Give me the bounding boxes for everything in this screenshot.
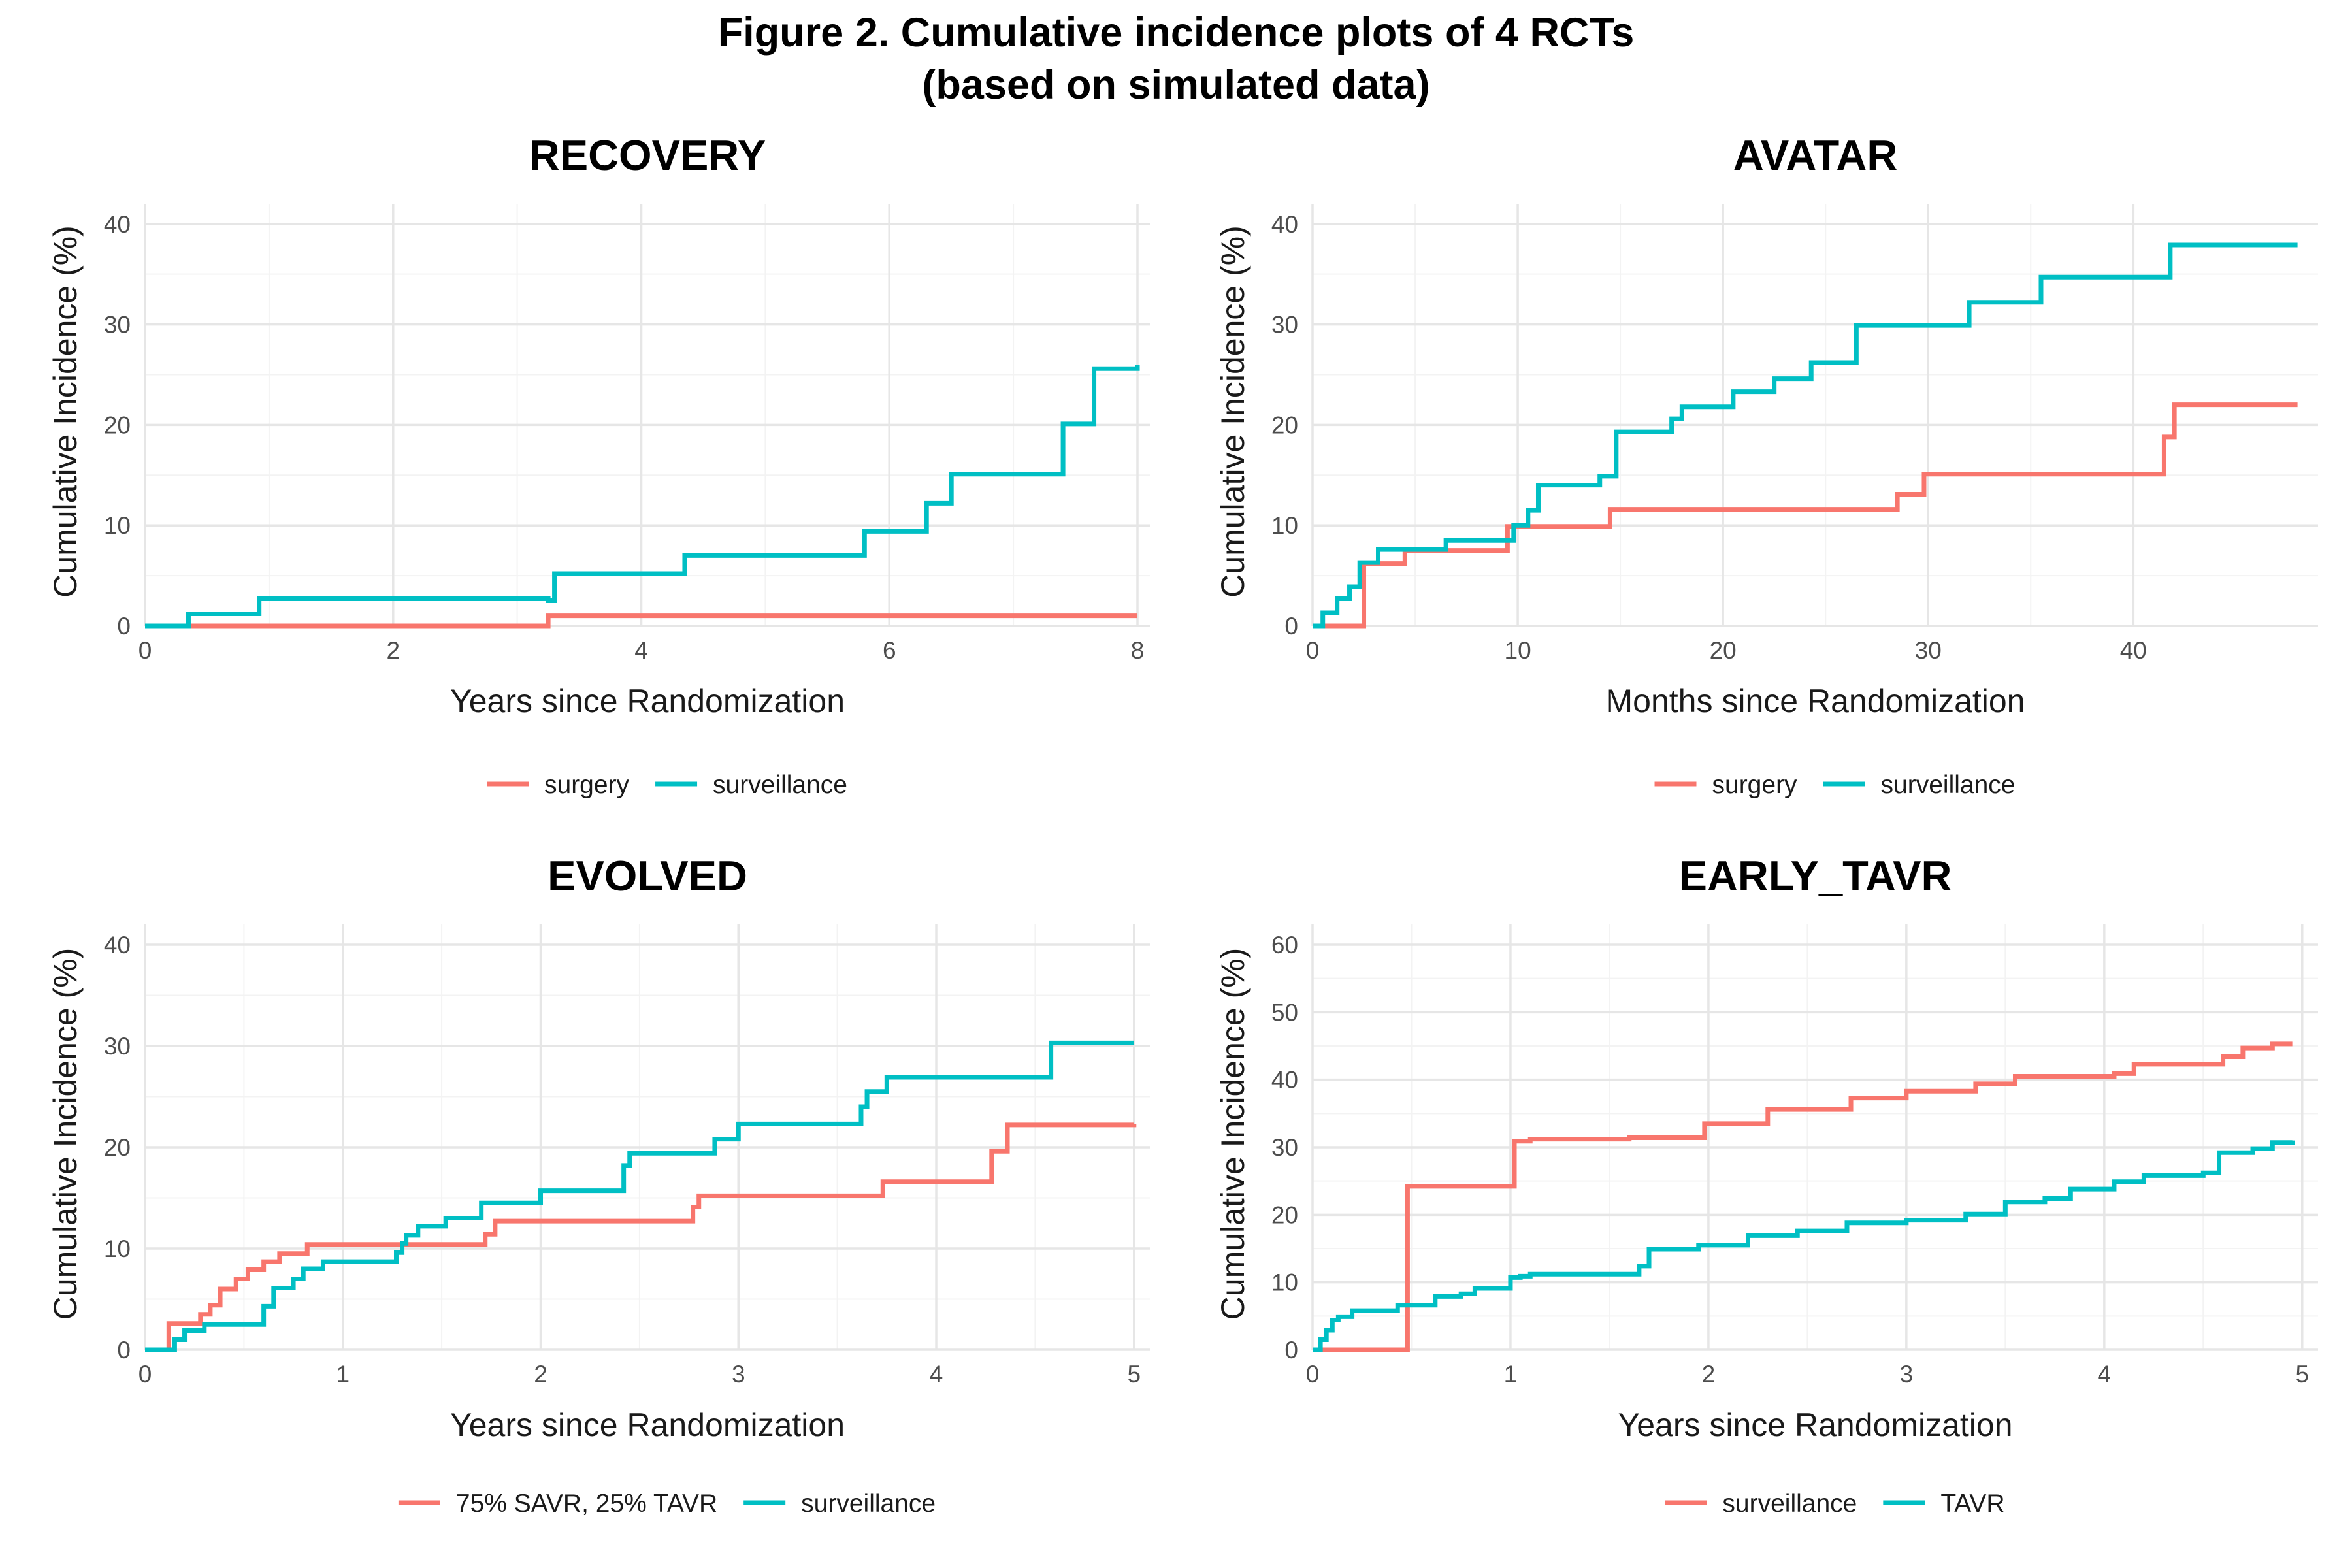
x-tick-label: 0 [1306,637,1320,664]
y-tick-label: 10 [104,512,131,539]
x-axis-title: Years since Randomization [1618,1407,2012,1443]
panel-evolved: 0 1 2 3 4 5 0 10 20 30 40 EVOLVED Years since Random… [47,852,1150,1518]
y-axis-title: Cumulative Incidence (%) [1215,225,1251,598]
y-tick-label: 10 [1271,512,1298,539]
legend-label: surgery [1712,771,1798,799]
series-line-75-savr-25-tavr [145,1122,1137,1352]
series-line-surgery [1313,402,2298,629]
legend-label: TAVR [1940,1490,2004,1518]
y-tick-label: 30 [1271,1134,1298,1161]
x-tick-label: 3 [1900,1361,1914,1388]
x-tick-label: 30 [1915,637,1942,664]
x-tick-label: 4 [930,1361,943,1388]
x-tick-label: 0 [1306,1361,1320,1388]
x-tick-label: 2 [534,1361,547,1388]
x-tick-label: 2 [1702,1361,1716,1388]
panel-title: EVOLVED [547,852,747,900]
y-axis-title: Cumulative Incidence (%) [47,948,84,1320]
y-tick-label: 50 [1271,999,1298,1026]
y-tick-label: 10 [104,1235,131,1262]
x-tick-label: 10 [1505,637,1531,664]
y-tick-label: 10 [1271,1269,1298,1296]
x-tick-label: 8 [1131,637,1145,664]
legend: 75% SAVR, 25% TAVR surveillance [398,1490,936,1518]
x-tick-label: 6 [883,637,896,664]
x-tick-label: 3 [732,1361,745,1388]
y-tick-label: 20 [104,1134,131,1161]
series-line-surveillance [145,1040,1134,1352]
figure-title-line2: (based on simulated data) [922,62,1430,108]
y-tick-label: 0 [1284,613,1298,640]
legend-label: surveillance [801,1490,936,1518]
y-tick-label: 0 [117,1337,131,1364]
panel-title: AVATAR [1733,131,1898,179]
legend: surgery surveillance [487,771,847,799]
panel-avatar: 0 10 20 30 40 0 10 20 30 40 AVATAR Months since Ran… [1215,131,2318,799]
figure-title-line1: Figure 2. Cumulative incidence plots of … [717,10,1635,56]
figure-title: Figure 2. Cumulative incidence plots of … [0,7,2352,111]
legend: surgery surveillance [1654,771,2016,799]
x-tick-label: 4 [2098,1361,2112,1388]
x-tick-label: 2 [386,637,400,664]
x-tick-label: 0 [139,637,152,664]
y-tick-label: 40 [104,932,131,958]
x-tick-label: 1 [336,1361,350,1388]
x-tick-label: 40 [2120,637,2147,664]
series-line-surveillance [1313,1041,2293,1352]
panel-title: EARLY_TAVR [1679,852,1952,900]
y-axis-title: Cumulative Incidence (%) [47,225,84,598]
y-tick-label: 20 [104,412,131,438]
series-line-surveillance [1313,242,2298,629]
series-line-surgery [145,613,1138,629]
x-tick-label: 5 [1127,1361,1141,1388]
legend: surveillance TAVR [1665,1490,2005,1518]
panel-recovery: 0 2 4 6 8 0 10 20 30 40 RECOVERY Years since Random… [47,131,1150,799]
y-tick-label: 20 [1271,1201,1298,1228]
y-tick-label: 0 [1284,1337,1298,1364]
y-tick-label: 40 [1271,1067,1298,1094]
legend-label: surveillance [1722,1490,1857,1518]
y-axis-title: Cumulative Incidence (%) [1215,948,1251,1320]
y-tick-label: 40 [104,211,131,238]
x-axis-title: Years since Randomization [450,1407,845,1443]
y-tick-label: 20 [1271,412,1298,438]
y-tick-label: 30 [1271,312,1298,338]
legend-label: 75% SAVR, 25% TAVR [456,1490,717,1518]
x-axis-title: Months since Randomization [1606,683,2025,719]
y-tick-label: 0 [117,613,131,640]
x-tick-label: 0 [139,1361,152,1388]
legend-label: surveillance [1881,771,2016,799]
y-tick-label: 30 [104,1033,131,1060]
legend-label: surgery [544,771,630,799]
y-tick-label: 60 [1271,932,1298,958]
legend-label: surveillance [713,771,847,799]
series-line-tavr [1313,1140,2295,1352]
y-tick-label: 40 [1271,211,1298,238]
x-tick-label: 20 [1710,637,1737,664]
x-axis-title: Years since Randomization [450,683,845,719]
series-line-surveillance [145,365,1140,629]
y-tick-label: 30 [104,312,131,338]
x-tick-label: 1 [1504,1361,1518,1388]
panel-title: RECOVERY [529,131,766,179]
x-tick-label: 5 [2295,1361,2309,1388]
x-tick-label: 4 [634,637,648,664]
